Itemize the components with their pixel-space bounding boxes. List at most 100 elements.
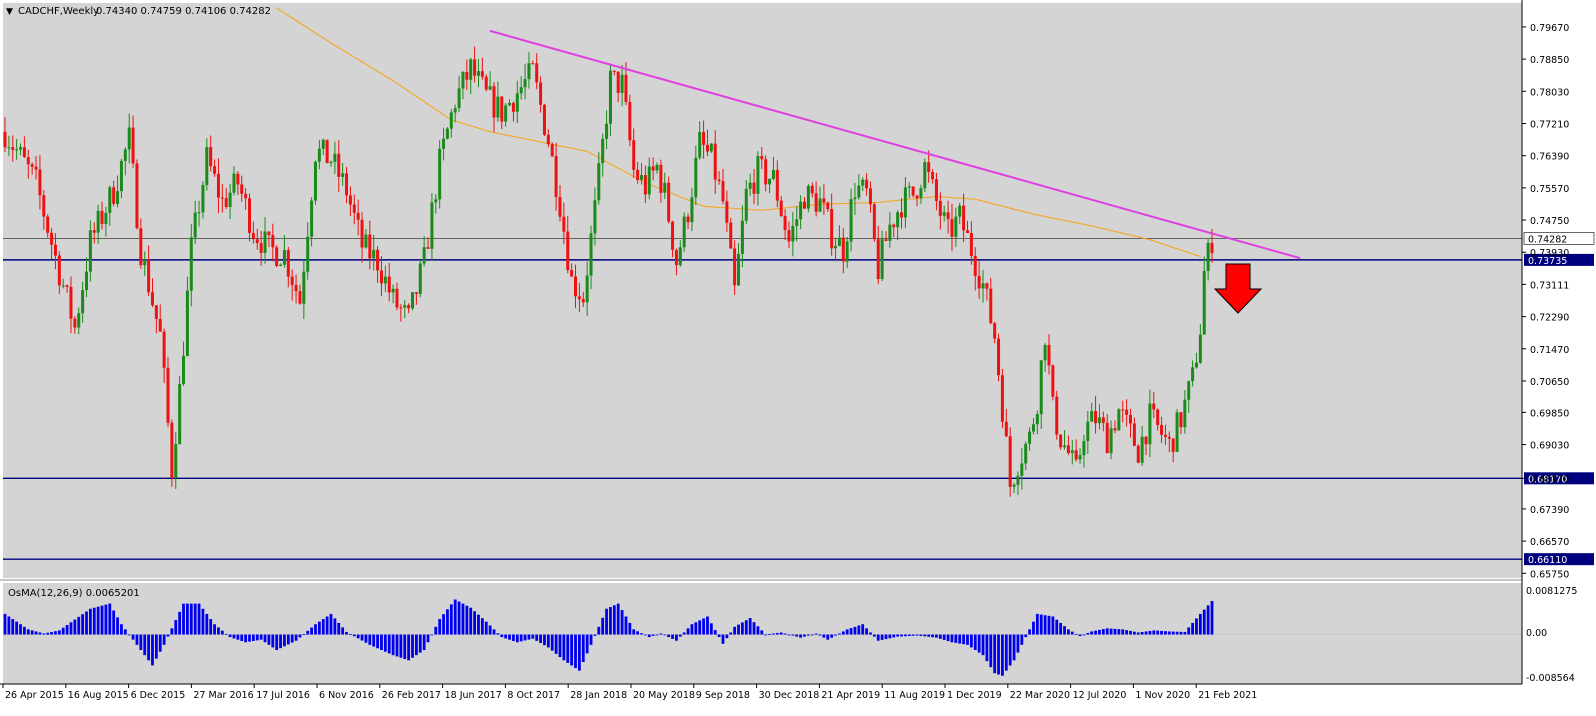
osma-bar <box>1070 631 1074 635</box>
candle-body <box>884 239 888 242</box>
candle-body <box>96 210 100 233</box>
osma-bar <box>841 631 845 635</box>
osma-bar <box>477 614 480 635</box>
candle-body <box>896 212 900 228</box>
osma-bar <box>1008 634 1012 666</box>
osma-bar <box>857 625 861 635</box>
y-tick-label: 0.67390 <box>1530 505 1569 516</box>
osma-bar <box>422 634 426 650</box>
osma-bar <box>1121 629 1125 635</box>
candle-body <box>189 237 193 291</box>
resistance-trendline <box>489 29 1301 260</box>
osma-bar <box>54 631 57 635</box>
osma-bar <box>628 622 632 635</box>
candle-body <box>1082 441 1086 456</box>
symbol-menu-icon[interactable]: ▼ <box>6 7 13 17</box>
osma-bar <box>442 614 445 635</box>
osma-bar <box>162 634 166 645</box>
x-tick-label: 18 Jun 2017 <box>445 690 502 701</box>
candle-body <box>562 216 566 232</box>
osma-bar <box>457 601 461 635</box>
candle-body <box>244 193 248 199</box>
candle-body <box>1121 409 1125 411</box>
osma-bar <box>675 634 678 641</box>
candle-body <box>566 231 570 271</box>
candle-body <box>612 70 616 72</box>
candle-body <box>42 195 46 217</box>
main-plot-area[interactable] <box>3 3 1522 578</box>
candle-body <box>717 179 721 181</box>
candle-body <box>748 182 752 189</box>
osma-bar <box>1148 630 1152 635</box>
osma-bar <box>7 616 11 635</box>
candle-body <box>1163 434 1167 437</box>
candle-body <box>787 230 791 242</box>
osma-bar <box>240 634 244 641</box>
osma-bar <box>546 634 550 648</box>
osma-bar <box>484 621 488 635</box>
candle-body <box>317 148 321 162</box>
osma-bar <box>903 634 907 637</box>
x-tick-label: 9 Sep 2018 <box>696 690 750 701</box>
candle-body <box>841 237 845 262</box>
osma-bar <box>671 634 674 639</box>
candle-body <box>143 259 147 266</box>
osma-bar <box>92 607 96 635</box>
candle-body <box>178 384 182 445</box>
osma-bar <box>1094 630 1097 635</box>
candle-body <box>352 204 356 213</box>
candle-body <box>837 237 841 247</box>
candle-body <box>61 285 65 287</box>
candle-body <box>69 286 73 319</box>
candle-body <box>624 74 628 102</box>
osma-bar <box>290 634 294 643</box>
candle-body <box>931 172 935 180</box>
candle-body <box>85 271 89 291</box>
osma-bar <box>589 634 593 645</box>
osma-bar <box>938 634 942 639</box>
y-tick-label: 0.73111 <box>1530 280 1569 291</box>
osma-bar <box>368 634 372 645</box>
osma-bar <box>612 605 616 635</box>
y-tick-label: 0.78850 <box>1530 55 1569 66</box>
osma-bar <box>1020 634 1024 645</box>
osma-bar <box>329 613 333 635</box>
osma-bar <box>151 634 154 666</box>
candle-body <box>1008 436 1012 487</box>
candle-body <box>1004 421 1008 437</box>
candle-body <box>368 234 372 259</box>
y-tick-label: 0.65750 <box>1530 569 1569 580</box>
candle-body <box>519 87 523 94</box>
candle-body <box>853 197 857 200</box>
candle-body <box>1206 242 1210 272</box>
osma-bar <box>174 620 178 635</box>
candle-body <box>294 285 298 292</box>
osma-bar <box>779 632 783 635</box>
osma-bar <box>1164 631 1167 635</box>
osma-bar <box>543 634 546 646</box>
osma-axis-label-bottom: -0.008564 <box>1526 673 1575 684</box>
candle-body <box>57 255 61 286</box>
osma-bar <box>217 627 220 635</box>
osma-bar <box>255 634 259 641</box>
osma-axis-label-top: 0.0081275 <box>1526 586 1577 597</box>
osma-bar <box>923 634 927 637</box>
x-tick-label: 27 Mar 2016 <box>193 690 253 701</box>
osma-bar <box>640 633 643 635</box>
down-arrow-icon <box>1213 263 1263 314</box>
osma-bar <box>380 634 383 650</box>
osma-bar <box>283 634 286 647</box>
candle-body <box>527 63 531 80</box>
candle-body <box>535 63 539 83</box>
candle-body <box>1024 443 1028 464</box>
candle-body <box>185 290 189 356</box>
candle-body <box>1117 409 1121 431</box>
osma-bar <box>1191 622 1194 635</box>
candle-body <box>1128 414 1132 424</box>
candle-body <box>449 112 453 129</box>
candle-body <box>1140 436 1144 463</box>
candlesticks <box>3 46 1214 497</box>
candle-body <box>1000 375 1004 422</box>
osma-bar <box>50 631 53 635</box>
